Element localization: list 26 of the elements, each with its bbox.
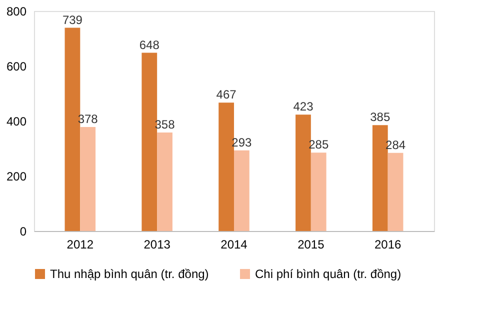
legend-label: Thu nhập bình quân (tr. đồng) <box>50 267 209 281</box>
bar <box>64 28 80 231</box>
bar <box>372 125 388 231</box>
data-label: 467 <box>216 88 237 102</box>
x-tick-label: 2013 <box>144 238 171 252</box>
y-tick-label: 600 <box>6 60 27 74</box>
data-label: 423 <box>293 100 314 114</box>
x-tick-label: 2012 <box>66 238 94 252</box>
data-label: 648 <box>139 38 160 52</box>
bar <box>157 132 172 231</box>
y-tick-label: 800 <box>6 4 27 18</box>
bar <box>80 127 96 231</box>
y-tick-label: 0 <box>20 224 27 238</box>
bar <box>234 150 250 231</box>
data-label: 739 <box>62 12 83 27</box>
x-tick-label: 2014 <box>220 238 248 252</box>
y-tick-label: 200 <box>6 170 27 184</box>
x-tick-label: 2015 <box>298 238 325 252</box>
legend-label: Chi phí bình quân (tr. đồng) <box>255 267 402 281</box>
x-tick-label: 2016 <box>374 238 402 252</box>
bar <box>218 102 234 231</box>
y-tick-label: 400 <box>6 114 27 128</box>
bar <box>388 152 404 231</box>
bar <box>310 152 326 231</box>
bar <box>296 114 311 231</box>
data-label: 385 <box>370 110 390 124</box>
